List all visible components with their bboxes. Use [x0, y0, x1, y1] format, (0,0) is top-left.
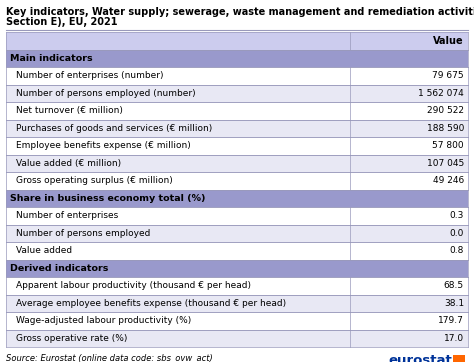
Text: 0.8: 0.8: [450, 246, 464, 255]
Text: 0.0: 0.0: [450, 229, 464, 238]
Bar: [6, 84, 468, 102]
Text: 1 562 074: 1 562 074: [418, 89, 464, 98]
Bar: [6, 260, 468, 277]
Text: Average employee benefits expense (thousand € per head): Average employee benefits expense (thous…: [16, 299, 286, 308]
Text: Value: Value: [433, 36, 464, 46]
Text: 107 045: 107 045: [427, 159, 464, 168]
Bar: [6, 102, 468, 119]
Text: Purchases of goods and services (€ million): Purchases of goods and services (€ milli…: [16, 124, 212, 133]
Text: Apparent labour productivity (thousand € per head): Apparent labour productivity (thousand €…: [16, 281, 251, 290]
Text: Source: Eurostat (online data code: sbs_ovw_act): Source: Eurostat (online data code: sbs_…: [6, 353, 213, 362]
Text: 188 590: 188 590: [427, 124, 464, 133]
Text: Key indicators, Water supply; sewerage, waste management and remediation activit: Key indicators, Water supply; sewerage, …: [6, 7, 474, 17]
Bar: [6, 32, 468, 50]
Text: Net turnover (€ million): Net turnover (€ million): [16, 106, 123, 115]
Text: 68.5: 68.5: [444, 281, 464, 290]
Text: 0.3: 0.3: [450, 211, 464, 220]
Bar: [6, 155, 468, 172]
Bar: [6, 137, 468, 155]
Text: 79 675: 79 675: [432, 71, 464, 80]
Text: Value added: Value added: [16, 246, 72, 255]
Text: 57 800: 57 800: [432, 141, 464, 150]
Bar: [6, 119, 468, 137]
Text: Value added (€ million): Value added (€ million): [16, 159, 121, 168]
Text: Derived indicators: Derived indicators: [10, 264, 109, 273]
Bar: [6, 277, 468, 295]
Bar: [6, 67, 468, 84]
Text: 49 246: 49 246: [433, 176, 464, 185]
Bar: [6, 189, 468, 207]
Text: Main indicators: Main indicators: [10, 54, 92, 63]
Text: 38.1: 38.1: [444, 299, 464, 308]
Bar: [6, 329, 468, 347]
Text: Employee benefits expense (€ million): Employee benefits expense (€ million): [16, 141, 191, 150]
Text: Share in business economy total (%): Share in business economy total (%): [10, 194, 206, 203]
Text: Number of persons employed (number): Number of persons employed (number): [16, 89, 196, 98]
Bar: [453, 355, 465, 362]
Bar: [6, 50, 468, 67]
Text: 179.7: 179.7: [438, 316, 464, 325]
Text: eurostat: eurostat: [388, 354, 452, 362]
Bar: [6, 295, 468, 312]
Text: Number of enterprises: Number of enterprises: [16, 211, 118, 220]
Text: Gross operative rate (%): Gross operative rate (%): [16, 334, 128, 343]
Bar: [6, 172, 468, 189]
Bar: [6, 242, 468, 260]
Text: Section E), EU, 2021: Section E), EU, 2021: [6, 17, 118, 27]
Bar: [6, 224, 468, 242]
Text: 17.0: 17.0: [444, 334, 464, 343]
Bar: [6, 207, 468, 224]
Text: 290 522: 290 522: [427, 106, 464, 115]
Text: Gross operating surplus (€ million): Gross operating surplus (€ million): [16, 176, 173, 185]
Text: Number of persons employed: Number of persons employed: [16, 229, 150, 238]
Bar: [6, 312, 468, 329]
Text: Number of enterprises (number): Number of enterprises (number): [16, 71, 164, 80]
Text: Wage-adjusted labour productivity (%): Wage-adjusted labour productivity (%): [16, 316, 191, 325]
